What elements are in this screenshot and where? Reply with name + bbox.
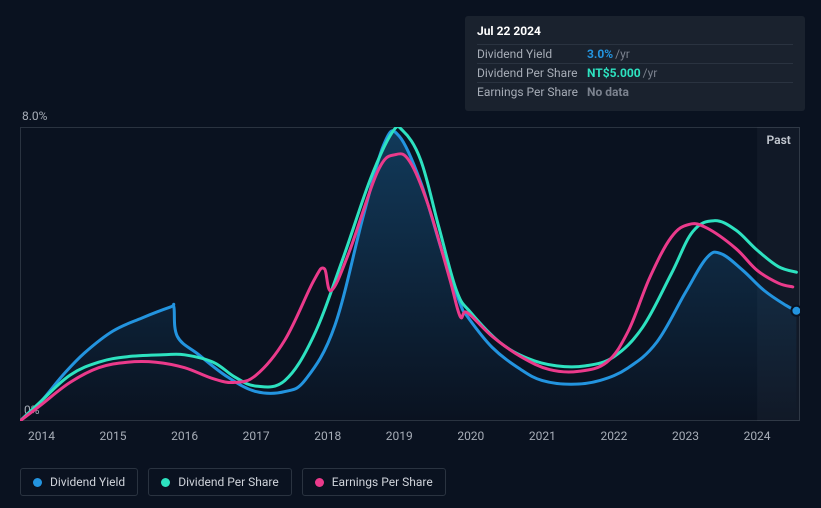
series-area-dividend-yield	[20, 131, 796, 421]
legend-dot-icon	[161, 478, 170, 487]
x-tick: 2019	[386, 429, 413, 443]
tooltip-value: NT$5.000/yr	[587, 66, 657, 80]
x-tick: 2023	[672, 429, 699, 443]
x-tick: 2015	[100, 429, 127, 443]
tooltip-row-dividend-yield: Dividend Yield 3.0%/yr	[477, 44, 793, 63]
legend: Dividend Yield Dividend Per Share Earnin…	[20, 468, 446, 496]
x-tick: 2016	[171, 429, 198, 443]
legend-item-earnings-per-share[interactable]: Earnings Per Share	[302, 468, 446, 496]
tooltip-label: Dividend Per Share	[477, 66, 587, 80]
legend-dot-icon	[33, 478, 42, 487]
tooltip-row-dividend-per-share: Dividend Per Share NT$5.000/yr	[477, 63, 793, 82]
x-tick: 2017	[243, 429, 270, 443]
legend-label: Dividend Yield	[50, 475, 125, 489]
legend-item-dividend-yield[interactable]: Dividend Yield	[20, 468, 138, 496]
tooltip-value: 3.0%/yr	[587, 47, 630, 61]
tooltip-row-earnings-per-share: Earnings Per Share No data	[477, 82, 793, 101]
tooltip-panel: Jul 22 2024 Dividend Yield 3.0%/yr Divid…	[465, 16, 805, 111]
cursor-dot	[791, 306, 800, 316]
y-axis-label-max: 8.0%	[22, 109, 47, 123]
tooltip-label: Earnings Per Share	[477, 85, 587, 99]
x-tick: 2014	[28, 429, 55, 443]
tooltip-value: No data	[587, 85, 631, 99]
x-tick: 2021	[529, 429, 556, 443]
x-tick: 2020	[457, 429, 484, 443]
x-tick: 2024	[744, 429, 771, 443]
tooltip-label: Dividend Yield	[477, 47, 587, 61]
legend-dot-icon	[315, 478, 324, 487]
legend-label: Dividend Per Share	[178, 475, 279, 489]
tooltip-date: Jul 22 2024	[477, 24, 793, 38]
chart-svg[interactable]	[20, 127, 800, 421]
x-tick: 2022	[600, 429, 627, 443]
legend-label: Earnings Per Share	[332, 475, 433, 489]
legend-item-dividend-per-share[interactable]: Dividend Per Share	[148, 468, 292, 496]
x-tick: 2018	[314, 429, 341, 443]
